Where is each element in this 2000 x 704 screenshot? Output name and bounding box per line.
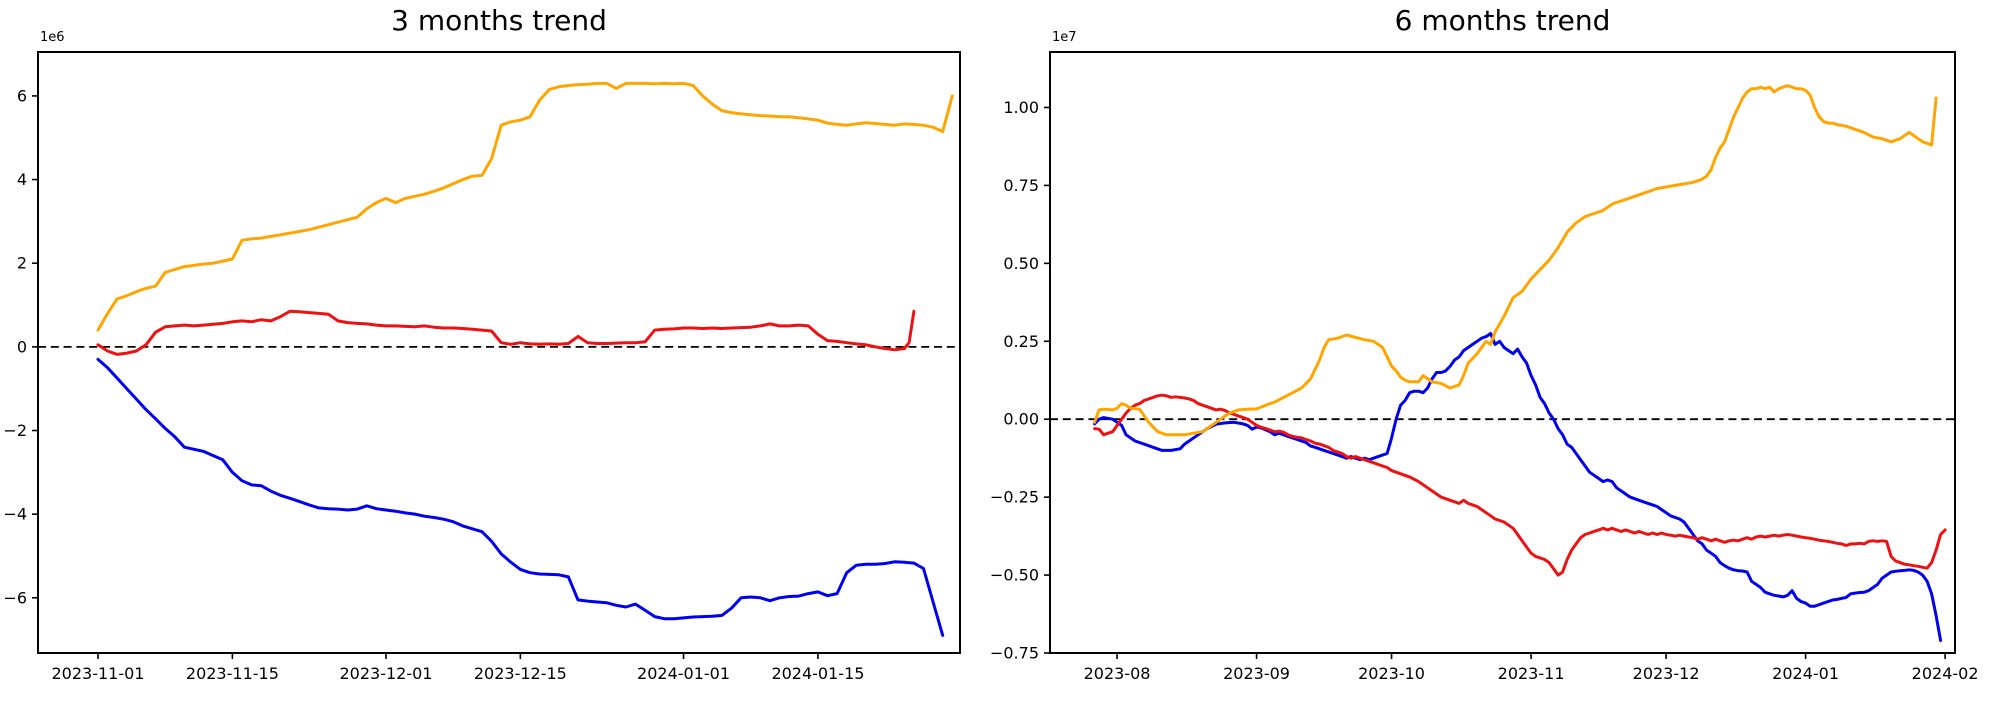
x-tick-label: 2024-01 bbox=[1772, 664, 1839, 683]
y-tick-label: 0.00 bbox=[1003, 410, 1039, 429]
y-tick-label: −0.25 bbox=[990, 488, 1039, 507]
chart-title-6-months: 6 months trend bbox=[1394, 4, 1611, 37]
y-tick-label: 0.75 bbox=[1003, 176, 1039, 195]
y-tick-label: −0.75 bbox=[990, 644, 1039, 663]
x-tick-label: 2023-08 bbox=[1084, 664, 1151, 683]
y-tick-label: 2 bbox=[17, 254, 27, 273]
series-line-2 bbox=[96, 81, 954, 332]
y-tick-label: 0 bbox=[17, 337, 27, 356]
y-tick-label: −2 bbox=[3, 421, 27, 440]
x-tick-label: 2024-02 bbox=[1912, 664, 1979, 683]
y-axis-offset-label-1e7: 1e7 bbox=[1052, 30, 1077, 45]
plot-border bbox=[37, 51, 961, 654]
series-line-1 bbox=[96, 309, 916, 356]
series-line-2 bbox=[1093, 84, 1938, 437]
plot-border bbox=[1049, 51, 1956, 654]
y-tick-label: 6 bbox=[17, 86, 27, 105]
y-tick-label: 4 bbox=[17, 170, 27, 189]
x-tick-label: 2023-11-15 bbox=[186, 664, 279, 683]
y-tick-label: 0.50 bbox=[1003, 254, 1039, 273]
x-tick-label: 2024-01-01 bbox=[637, 664, 730, 683]
x-tick-label: 2023-12 bbox=[1633, 664, 1700, 683]
series-line-0 bbox=[1093, 332, 1943, 642]
x-tick-label: 2023-12-15 bbox=[474, 664, 567, 683]
series-line-0 bbox=[96, 357, 945, 637]
x-tick-label: 2023-11-01 bbox=[52, 664, 145, 683]
x-tick-label: 2023-09 bbox=[1223, 664, 1290, 683]
y-tick-label: −6 bbox=[3, 588, 27, 607]
x-tick-label: 2023-10 bbox=[1358, 664, 1425, 683]
y-tick-label: 1.00 bbox=[1003, 98, 1039, 117]
x-tick-label: 2023-12-01 bbox=[339, 664, 432, 683]
y-tick-label: −4 bbox=[3, 505, 27, 524]
x-tick-label: 2024-01-15 bbox=[771, 664, 864, 683]
y-tick-label: −0.50 bbox=[990, 566, 1039, 585]
series-line-1 bbox=[1093, 393, 1947, 577]
x-tick-label: 2023-11 bbox=[1498, 664, 1565, 683]
y-tick-label: 0.25 bbox=[1003, 332, 1039, 351]
chart-title-3-months: 3 months trend bbox=[391, 4, 607, 37]
y-axis-offset-label-1e6: 1e6 bbox=[40, 30, 65, 45]
